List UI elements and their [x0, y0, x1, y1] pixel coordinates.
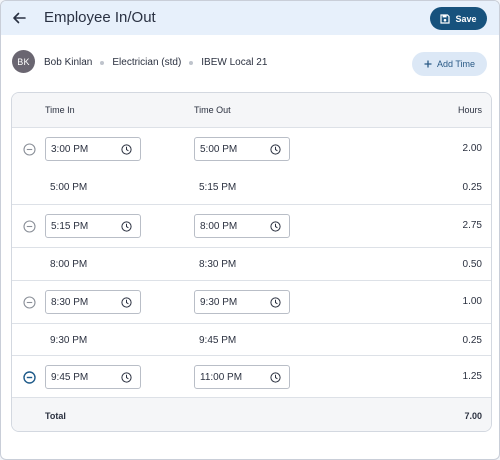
time-in-value: 3:00 PM [51, 143, 89, 155]
remove-entry-button[interactable] [22, 142, 36, 156]
hours-value: 0.25 [462, 182, 482, 193]
separator-dot [100, 60, 105, 65]
time-in-value: 5:15 PM [51, 220, 89, 232]
save-button[interactable]: Save [430, 7, 487, 30]
time-in-input[interactable]: 8:30 PM [45, 290, 141, 314]
minus-circle-icon [22, 295, 36, 309]
clock-icon [121, 372, 132, 383]
clock-icon [270, 372, 281, 383]
time-in-input[interactable]: 5:15 PM [45, 214, 141, 238]
separator-dot [189, 60, 194, 65]
hours-value: 0.50 [462, 259, 482, 270]
hours-value: 2.00 [462, 143, 482, 154]
time-table: Time In Time Out Hours 3:00 PM 5:00 PM 2… [11, 92, 492, 432]
column-header-time-out: Time Out [194, 105, 231, 115]
employee-role: Electrician (std) [112, 57, 182, 68]
time-out-input[interactable]: 11:00 PM [194, 365, 290, 389]
table-header: Time In Time Out Hours [12, 93, 491, 128]
clock-icon [270, 297, 281, 308]
time-out-value: 8:00 PM [200, 220, 238, 232]
hours-value: 0.25 [462, 335, 482, 346]
time-out-value: 5:00 PM [200, 143, 238, 155]
page-title: Employee In/Out [44, 9, 156, 26]
table-row: 5:00 PM 5:15 PM 0.25 [12, 171, 491, 204]
avatar: BK [12, 50, 35, 73]
time-out-value: 11:00 PM [200, 371, 243, 383]
employee-info: Bob Kinlan Electrician (std) IBEW Local … [44, 57, 267, 68]
plus-icon [424, 60, 432, 68]
column-header-hours: Hours [457, 105, 482, 115]
table-row: 8:00 PM 8:30 PM 0.50 [12, 247, 491, 280]
time-in-value: 8:00 PM [50, 259, 88, 270]
minus-circle-icon [22, 370, 36, 384]
table-row: 3:00 PM 5:00 PM 2.00 [12, 128, 491, 171]
table-row: 5:15 PM 8:00 PM 2.75 [12, 204, 491, 247]
time-out-input[interactable]: 9:30 PM [194, 290, 290, 314]
clock-icon [121, 297, 132, 308]
total-label: Total [45, 411, 66, 421]
time-out-input[interactable]: 8:00 PM [194, 214, 290, 238]
hours-value: 1.00 [462, 296, 482, 307]
clock-icon [121, 221, 132, 232]
time-in-input[interactable]: 3:00 PM [45, 137, 141, 161]
remove-entry-button[interactable] [22, 295, 36, 309]
time-in-value: 5:00 PM [50, 182, 88, 193]
time-out-value: 8:30 PM [199, 259, 237, 270]
total-value: 7.00 [464, 411, 482, 421]
employee-bar: BK Bob Kinlan Electrician (std) IBEW Loc… [1, 45, 499, 81]
add-time-button[interactable]: Add Time [412, 52, 487, 76]
clock-icon [270, 144, 281, 155]
time-in-input[interactable]: 9:45 PM [45, 365, 141, 389]
clock-icon [121, 144, 132, 155]
total-row: Total 7.00 [12, 397, 491, 431]
employee-name: Bob Kinlan [44, 57, 93, 68]
header-bar: Employee In/Out Save [1, 1, 499, 35]
time-out-value: 9:45 PM [199, 335, 237, 346]
back-button[interactable] [9, 8, 29, 28]
time-in-value: 9:30 PM [50, 335, 88, 346]
minus-circle-icon [22, 219, 36, 233]
time-out-value: 5:15 PM [199, 182, 237, 193]
minus-circle-icon [22, 142, 36, 156]
add-time-label: Add Time [436, 59, 476, 69]
column-header-time-in: Time In [45, 105, 75, 115]
hours-value: 1.25 [462, 371, 482, 382]
floppy-disk-icon [440, 13, 451, 24]
remove-entry-button[interactable] [22, 370, 36, 384]
time-in-value: 9:45 PM [51, 371, 89, 383]
remove-entry-button[interactable] [22, 219, 36, 233]
employee-union: IBEW Local 21 [201, 57, 268, 68]
hours-value: 2.75 [462, 220, 482, 231]
arrow-left-icon [13, 12, 26, 24]
save-button-label: Save [455, 13, 477, 24]
time-out-value: 9:30 PM [200, 296, 238, 308]
table-row: 8:30 PM 9:30 PM 1.00 [12, 280, 491, 323]
time-out-input[interactable]: 5:00 PM [194, 137, 290, 161]
time-in-value: 8:30 PM [51, 296, 89, 308]
clock-icon [270, 221, 281, 232]
table-row: 9:45 PM 11:00 PM 1.25 [12, 355, 491, 398]
table-row: 9:30 PM 9:45 PM 0.25 [12, 323, 491, 356]
